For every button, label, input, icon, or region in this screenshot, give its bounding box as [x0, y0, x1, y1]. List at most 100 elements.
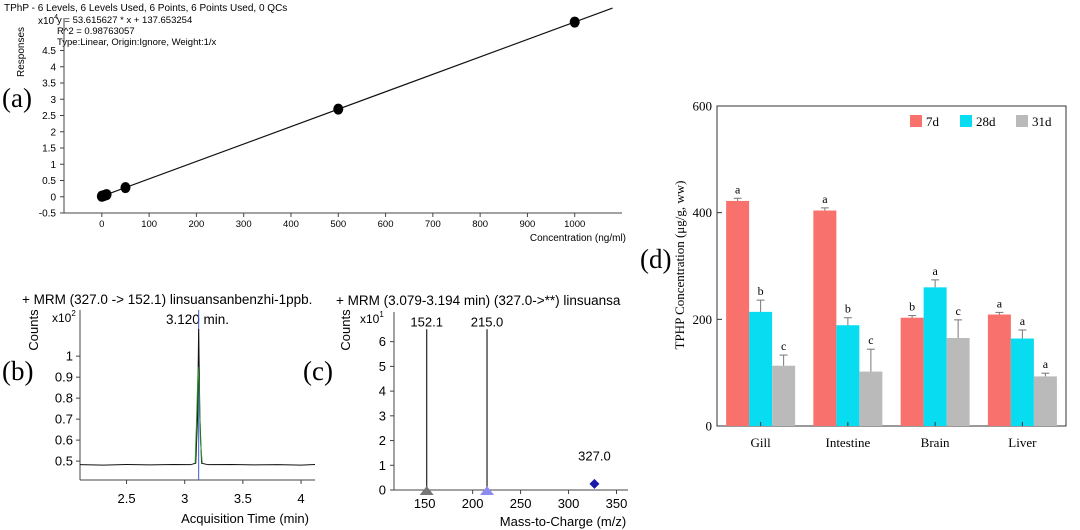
panel-label-c: (c)	[303, 356, 333, 386]
concentration-significance-letter: c	[868, 333, 873, 347]
calibration-x-tick-label: 400	[283, 219, 299, 230]
panel-label-d: (d)	[640, 244, 671, 274]
calibration-equation: y = 53.615627 * x + 137.653254	[57, 15, 192, 26]
concentration-significance-letter: a	[1043, 357, 1049, 371]
concentration-bar-7d	[813, 210, 837, 426]
chromatogram-trace-line	[79, 328, 316, 466]
concentration-significance-letter: a	[822, 192, 828, 206]
calibration-x-tick-label: 800	[472, 219, 488, 230]
chromatogram-x-axis-label: Acquisition Time (min)	[181, 511, 309, 526]
chromatogram-x-tick-label: 3.5	[234, 491, 252, 506]
concentration-y-tick-label: 600	[693, 99, 713, 114]
spectrum-y-tick-label: 2	[379, 433, 386, 448]
chromatogram-chart: + MRM (327.0 -> 152.1) linsuansanbenzhi-…	[22, 292, 316, 526]
concentration-bar-28d	[1010, 338, 1034, 426]
concentration-bar-28d	[749, 311, 773, 426]
spectrum-x-tick-label: 300	[558, 496, 580, 511]
concentration-bar-31d	[772, 365, 796, 426]
chromatogram-y-tick-label: 1	[66, 349, 73, 364]
spectrum-diamond-icon	[589, 478, 600, 489]
panel-label-b: (b)	[2, 356, 33, 386]
calibration-y-multiplier: x104	[38, 14, 58, 27]
spectrum-x-tick-label: 150	[414, 496, 436, 511]
concentration-significance-letter: c	[781, 339, 786, 353]
concentration-significance-letter: b	[845, 302, 851, 316]
legend-swatch-7d	[910, 115, 922, 127]
chromatogram-x-tick-label: 3	[181, 491, 188, 506]
calibration-x-tick-label: 900	[519, 219, 535, 230]
calibration-y-axis-label: Responses	[16, 27, 27, 77]
chromatogram-y-tick-label: 0.6	[55, 433, 73, 448]
concentration-bar-28d	[923, 287, 947, 426]
concentration-significance-letter: c	[955, 304, 960, 318]
calibration-x-tick-label: 100	[141, 219, 157, 230]
chromatogram-x-tick-label: 4	[297, 491, 304, 506]
calibration-y-tick-label: 1.5	[42, 144, 56, 155]
calibration-chart: TPhP - 6 Levels, 6 Levels Used, 6 Points…	[4, 3, 626, 244]
calibration-y-tick-label: 2	[50, 127, 56, 138]
concentration-y-tick-label: 400	[693, 205, 713, 220]
calibration-y-tick-label: 4	[50, 62, 56, 73]
spectrum-y-tick-label: 6	[379, 334, 386, 349]
spectrum-y-tick-label: 0	[379, 483, 386, 498]
calibration-y-tick-label: 3.5	[42, 79, 56, 90]
chromatogram-y-tick-label: 0.8	[55, 391, 73, 406]
spectrum-x-tick-label: 200	[462, 496, 484, 511]
calibration-r2: R^2 = 0.98763057	[57, 26, 135, 37]
spectrum-precursor-triangle-icon	[480, 486, 495, 495]
calibration-fit-line	[101, 7, 613, 197]
calibration-x-axis-label: Concentration (ng/ml)	[530, 233, 626, 244]
spectrum-y-axis-label: Counts	[338, 309, 353, 351]
chromatogram-peak-label: 3.120 min.	[166, 312, 229, 327]
concentration-category-label: Liver	[1008, 435, 1037, 450]
concentration-bar-7d	[987, 314, 1011, 426]
spectrum-precursor-triangle-icon	[419, 486, 434, 495]
concentration-bar-31d	[946, 338, 970, 426]
concentration-y-tick-label: 200	[693, 312, 713, 327]
calibration-y-tick-label: 3	[50, 95, 56, 106]
calibration-y-tick-label: 0.5	[42, 176, 56, 187]
concentration-y-tick-label: 0	[706, 419, 713, 434]
spectrum-peak-label: 215.0	[471, 314, 504, 329]
calibration-x-tick-label: 0	[99, 219, 104, 230]
concentration-significance-letter: a	[735, 182, 741, 196]
concentration-category-label: Intestine	[825, 435, 870, 450]
concentration-significance-letter: a	[932, 264, 938, 278]
concentration-significance-letter: a	[997, 296, 1003, 310]
concentration-significance-letter: b	[909, 300, 915, 314]
legend-label-28d: 28d	[976, 114, 996, 129]
chromatogram-y-multiplier: x102	[52, 309, 76, 325]
chromatogram-qualifier-line	[194, 366, 203, 464]
calibration-x-tick-label: 1000	[564, 219, 585, 230]
legend-swatch-31d	[1016, 115, 1028, 127]
spectrum-x-tick-label: 250	[510, 496, 532, 511]
mass-spectrum-chart: + MRM (3.079-3.194 min) (327.0->**) lins…	[336, 293, 628, 529]
calibration-y-tick-label: -0.5	[39, 209, 57, 220]
legend-swatch-28d	[960, 115, 972, 127]
spectrum-y-tick-label: 4	[379, 384, 386, 399]
calibration-x-tick-label: 600	[378, 219, 394, 230]
chromatogram-y-tick-label: 0.7	[55, 412, 73, 427]
concentration-plot-frame	[716, 105, 1067, 427]
concentration-significance-letter: a	[1020, 314, 1026, 328]
spectrum-y-tick-label: 1	[379, 458, 386, 473]
concentration-bar-31d	[1033, 376, 1057, 426]
spectrum-peak-label: 327.0	[578, 448, 611, 463]
concentration-bar-chart: TPHP Concentration (μg/g, ww) 0 200 400 600…	[672, 99, 1067, 450]
spectrum-x-axis-label: Mass-to-Charge (m/z)	[500, 514, 626, 529]
calibration-x-tick-label: 500	[330, 219, 346, 230]
calibration-data-point	[569, 16, 580, 28]
calibration-fit-info: Type:Linear, Origin:Ignore, Weight:1/x	[57, 37, 217, 48]
spectrum-y-multiplier: x101	[360, 310, 384, 326]
calibration-data-point	[333, 103, 344, 115]
concentration-bar-28d	[836, 325, 860, 426]
concentration-category-label: Brain	[921, 435, 950, 450]
legend-label-31d: 31d	[1032, 114, 1052, 129]
spectrum-x-tick-label: 350	[606, 496, 628, 511]
panel-label-a: (a)	[2, 83, 32, 113]
spectrum-title: + MRM (3.079-3.194 min) (327.0->**) lins…	[336, 293, 621, 308]
chromatogram-y-tick-label: 0.5	[55, 454, 73, 469]
chromatogram-y-axis-label: Counts	[26, 309, 41, 351]
calibration-x-tick-label: 200	[188, 219, 204, 230]
